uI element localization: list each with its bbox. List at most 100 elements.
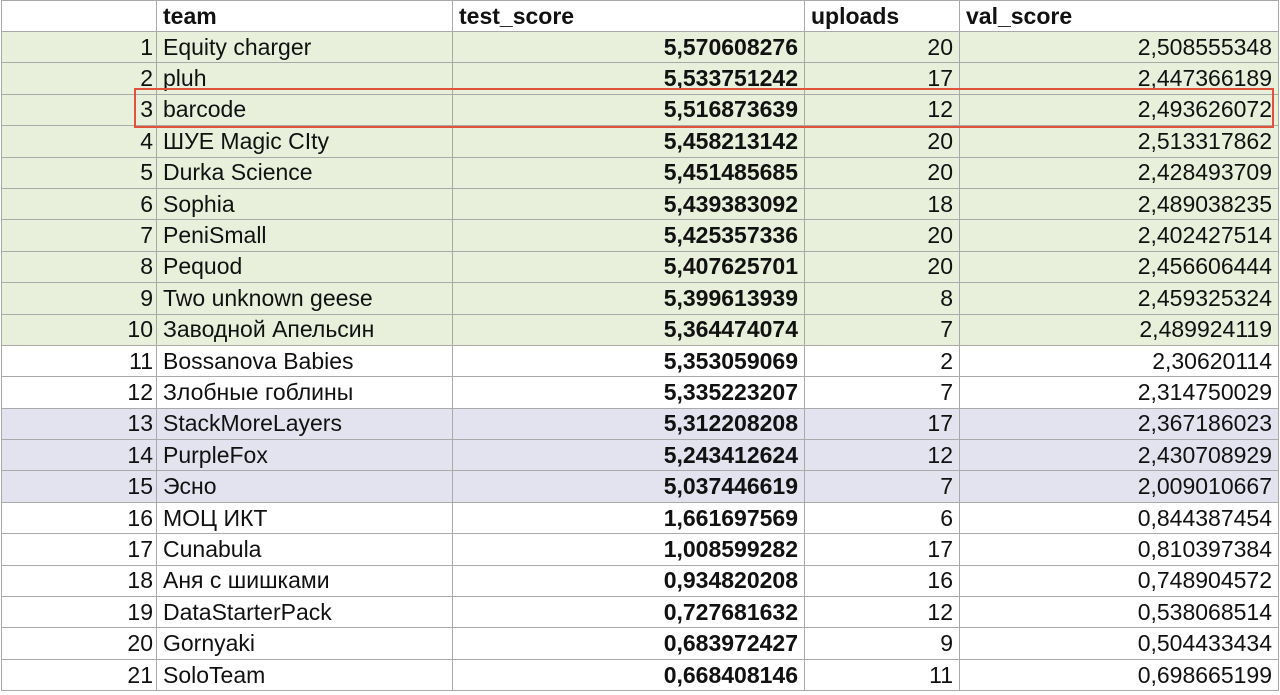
cell-index[interactable]: 15 — [1, 470, 157, 503]
cell-val-score[interactable]: 0,810397384 — [959, 533, 1279, 566]
cell-val-score[interactable]: 2,513317862 — [959, 125, 1279, 158]
cell-val-score[interactable]: 2,489038235 — [959, 187, 1279, 221]
cell-uploads[interactable]: 8 — [804, 282, 960, 315]
cell-index[interactable]: 3 — [1, 93, 157, 127]
cell-team[interactable]: SoloTeam — [156, 658, 453, 692]
cell-team[interactable]: Злобные гоблины — [156, 376, 453, 409]
cell-val-score[interactable]: 2,508555348 — [959, 30, 1279, 64]
cell-team[interactable]: Заводной Апельсин — [156, 313, 453, 346]
cell-index[interactable]: 21 — [1, 658, 157, 692]
cell-test-score[interactable]: 5,451485685 — [452, 156, 805, 189]
cell-uploads[interactable]: 17 — [804, 62, 960, 95]
cell-index[interactable]: 16 — [1, 501, 157, 535]
cell-uploads[interactable]: 6 — [804, 501, 960, 535]
cell-index[interactable]: 1 — [1, 30, 157, 64]
header-cell-val-score[interactable]: val_score — [959, 0, 1279, 32]
cell-test-score[interactable]: 0,683972427 — [452, 627, 805, 660]
cell-index[interactable]: 11 — [1, 344, 157, 378]
cell-uploads[interactable]: 12 — [804, 439, 960, 472]
cell-team[interactable]: PeniSmall — [156, 219, 453, 252]
cell-test-score[interactable]: 0,934820208 — [452, 564, 805, 598]
cell-val-score[interactable]: 2,430708929 — [959, 439, 1279, 472]
cell-index[interactable]: 12 — [1, 376, 157, 409]
cell-test-score[interactable]: 0,668408146 — [452, 658, 805, 692]
header-cell-index[interactable] — [1, 0, 157, 32]
cell-index[interactable]: 9 — [1, 282, 157, 315]
cell-uploads[interactable]: 12 — [804, 596, 960, 629]
header-cell-uploads[interactable]: uploads — [804, 0, 960, 32]
cell-team[interactable]: Equity charger — [156, 30, 453, 64]
cell-uploads[interactable]: 20 — [804, 250, 960, 284]
cell-index[interactable]: 14 — [1, 439, 157, 472]
cell-index[interactable]: 13 — [1, 407, 157, 441]
cell-test-score[interactable]: 5,243412624 — [452, 439, 805, 472]
cell-test-score[interactable]: 5,439383092 — [452, 187, 805, 221]
cell-index[interactable]: 5 — [1, 156, 157, 189]
cell-test-score[interactable]: 5,037446619 — [452, 470, 805, 503]
cell-uploads[interactable]: 17 — [804, 407, 960, 441]
cell-index[interactable]: 17 — [1, 533, 157, 566]
cell-uploads[interactable]: 20 — [804, 125, 960, 158]
cell-uploads[interactable]: 20 — [804, 156, 960, 189]
cell-uploads[interactable]: 7 — [804, 470, 960, 503]
cell-val-score[interactable]: 2,30620114 — [959, 344, 1279, 378]
cell-index[interactable]: 7 — [1, 219, 157, 252]
cell-val-score[interactable]: 2,456606444 — [959, 250, 1279, 284]
cell-val-score[interactable]: 0,748904572 — [959, 564, 1279, 598]
cell-val-score[interactable]: 2,428493709 — [959, 156, 1279, 189]
cell-team[interactable]: Sophia — [156, 187, 453, 221]
cell-val-score[interactable]: 2,459325324 — [959, 282, 1279, 315]
cell-uploads[interactable]: 17 — [804, 533, 960, 566]
cell-uploads[interactable]: 20 — [804, 219, 960, 252]
cell-uploads[interactable]: 20 — [804, 30, 960, 64]
cell-val-score[interactable]: 2,402427514 — [959, 219, 1279, 252]
cell-team[interactable]: pluh — [156, 62, 453, 95]
cell-team[interactable]: PurpleFox — [156, 439, 453, 472]
cell-val-score[interactable]: 0,698665199 — [959, 658, 1279, 692]
cell-team[interactable]: Эсно — [156, 470, 453, 503]
cell-team[interactable]: ШУЕ Magic CIty — [156, 125, 453, 158]
cell-val-score[interactable]: 2,489924119 — [959, 313, 1279, 346]
cell-test-score[interactable]: 1,661697569 — [452, 501, 805, 535]
cell-uploads[interactable]: 12 — [804, 93, 960, 127]
cell-test-score[interactable]: 1,008599282 — [452, 533, 805, 566]
cell-val-score[interactable]: 2,009010667 — [959, 470, 1279, 503]
cell-test-score[interactable]: 0,727681632 — [452, 596, 805, 629]
cell-index[interactable]: 20 — [1, 627, 157, 660]
cell-val-score[interactable]: 0,538068514 — [959, 596, 1279, 629]
header-cell-test-score[interactable]: test_score — [452, 0, 805, 32]
cell-test-score[interactable]: 5,458213142 — [452, 125, 805, 158]
cell-team[interactable]: Gornyaki — [156, 627, 453, 660]
cell-val-score[interactable]: 2,447366189 — [959, 62, 1279, 95]
cell-index[interactable]: 4 — [1, 125, 157, 158]
cell-test-score[interactable]: 5,399613939 — [452, 282, 805, 315]
cell-test-score[interactable]: 5,335223207 — [452, 376, 805, 409]
cell-uploads[interactable]: 9 — [804, 627, 960, 660]
cell-test-score[interactable]: 5,570608276 — [452, 30, 805, 64]
cell-team[interactable]: Durka Science — [156, 156, 453, 189]
cell-uploads[interactable]: 7 — [804, 313, 960, 346]
cell-uploads[interactable]: 16 — [804, 564, 960, 598]
cell-val-score[interactable]: 2,367186023 — [959, 407, 1279, 441]
cell-test-score[interactable]: 5,312208208 — [452, 407, 805, 441]
cell-val-score[interactable]: 2,314750029 — [959, 376, 1279, 409]
cell-team[interactable]: Bossanova Babies — [156, 344, 453, 378]
cell-team[interactable]: Two unknown geese — [156, 282, 453, 315]
cell-team[interactable]: Аня с шишками — [156, 564, 453, 598]
cell-val-score[interactable]: 2,493626072 — [959, 93, 1279, 127]
cell-index[interactable]: 2 — [1, 62, 157, 95]
cell-team[interactable]: DataStarterPack — [156, 596, 453, 629]
cell-team[interactable]: МОЦ ИКТ — [156, 501, 453, 535]
cell-index[interactable]: 8 — [1, 250, 157, 284]
cell-test-score[interactable]: 5,353059069 — [452, 344, 805, 378]
cell-test-score[interactable]: 5,364474074 — [452, 313, 805, 346]
cell-team[interactable]: Pequod — [156, 250, 453, 284]
cell-index[interactable]: 10 — [1, 313, 157, 346]
cell-team[interactable]: barcode — [156, 93, 453, 127]
cell-val-score[interactable]: 0,844387454 — [959, 501, 1279, 535]
cell-val-score[interactable]: 0,504433434 — [959, 627, 1279, 660]
cell-index[interactable]: 19 — [1, 596, 157, 629]
cell-test-score[interactable]: 5,533751242 — [452, 62, 805, 95]
cell-test-score[interactable]: 5,407625701 — [452, 250, 805, 284]
cell-uploads[interactable]: 11 — [804, 658, 960, 692]
